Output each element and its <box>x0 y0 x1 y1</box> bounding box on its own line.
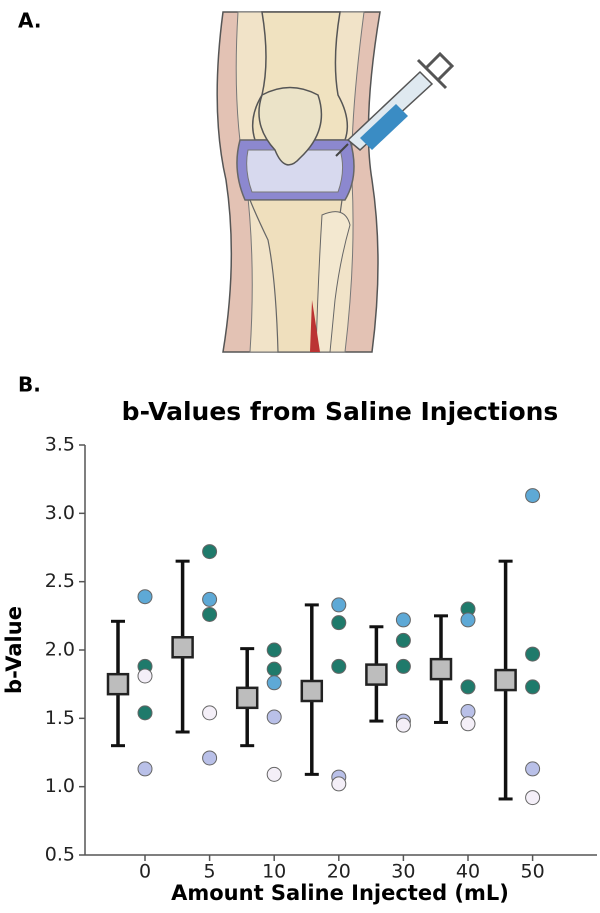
y-axis-label: b-Value <box>2 606 26 694</box>
data-point <box>137 589 153 605</box>
data-point <box>266 661 282 677</box>
mean-marker <box>429 657 453 681</box>
y-tick-label: 3.0 <box>45 502 75 524</box>
data-point <box>331 615 347 631</box>
y-tick-label: 2.5 <box>45 570 75 592</box>
data-point <box>202 544 218 560</box>
data-point <box>525 646 541 662</box>
panel-label: B. <box>18 373 41 397</box>
data-point <box>525 679 541 695</box>
mean-marker <box>494 668 517 692</box>
data-point <box>460 612 476 628</box>
data-point <box>202 705 218 721</box>
x-tick-label: 10 <box>262 861 286 883</box>
data-point <box>525 761 541 777</box>
data-point <box>137 761 153 777</box>
y-tick-label: 2.0 <box>45 639 75 661</box>
data-point <box>395 658 411 674</box>
chart-title: b-Values from Saline Injections <box>122 397 559 426</box>
data-point <box>395 632 411 648</box>
data-point <box>460 679 476 695</box>
mean-marker <box>235 686 259 710</box>
y-tick-label: 1.0 <box>45 775 75 797</box>
data-point <box>137 705 153 721</box>
data-point <box>266 709 282 725</box>
data-point <box>202 606 218 622</box>
x-tick-label: 50 <box>521 861 545 883</box>
data-point <box>137 668 153 684</box>
mean-marker <box>365 663 388 686</box>
x-tick-label: 0 <box>139 861 151 883</box>
data-point <box>266 766 282 782</box>
x-tick-label: 5 <box>204 861 216 883</box>
data-point <box>266 675 282 691</box>
y-tick-label: 1.5 <box>45 707 75 729</box>
panel-label: A. <box>18 9 41 33</box>
x-tick-label: 20 <box>327 861 351 883</box>
mean-marker <box>300 679 324 703</box>
x-tick-label: 30 <box>391 861 415 883</box>
y-tick-label: 3.5 <box>45 434 75 456</box>
data-point <box>331 597 347 613</box>
knee-illustration <box>216 11 455 353</box>
y-tick-label: 0.5 <box>45 844 75 866</box>
data-point <box>266 642 282 658</box>
data-point <box>395 612 411 628</box>
x-tick-label: 40 <box>456 861 480 883</box>
data-point <box>525 488 541 504</box>
mean-marker <box>171 636 194 659</box>
mean-marker <box>106 672 130 696</box>
data-point <box>202 591 218 607</box>
data-point <box>395 717 411 733</box>
data-point <box>525 790 541 806</box>
data-point <box>202 750 218 766</box>
data-point <box>460 716 476 732</box>
x-axis-label: Amount Saline Injected (mL) <box>171 881 509 905</box>
data-point <box>331 776 347 792</box>
data-point <box>331 658 347 674</box>
